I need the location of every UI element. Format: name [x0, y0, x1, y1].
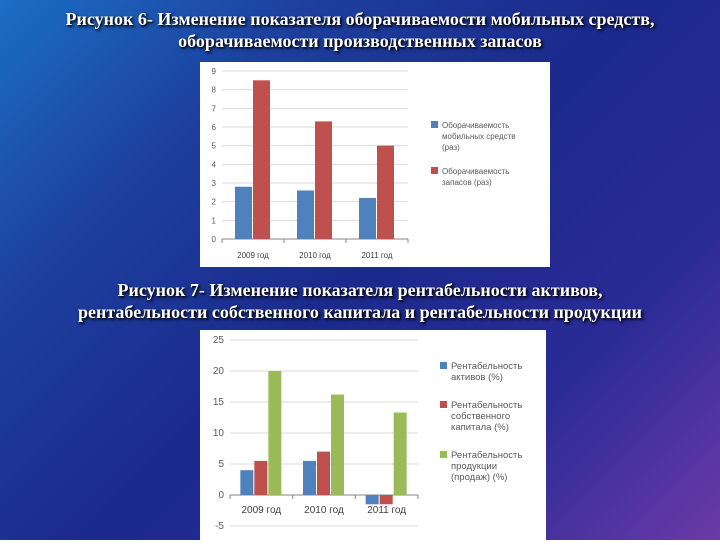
chart1-legend-label: (раз): [442, 143, 460, 152]
chart1-category-label: 2011 год: [361, 251, 392, 260]
figure-6-caption: Рисунок 6- Изменение показателя оборачив…: [65, 9, 655, 51]
chart2-bar: [317, 451, 330, 495]
chart2-bar: [365, 495, 379, 505]
chart2-bar: [379, 495, 393, 505]
chart1-legend-swatch: [431, 121, 438, 128]
chart1-y-tick-label: 0: [212, 235, 217, 244]
chart2-legend-label: Рентабельность: [451, 361, 522, 372]
chart1-bar: [235, 186, 252, 239]
chart2-legend-label: (продаж) (%): [451, 472, 507, 483]
chart2-category-label: 2010 год: [304, 505, 344, 516]
chart1-bar: [377, 145, 394, 239]
chart1-bar: [359, 197, 376, 239]
chart2-y-tick-label: 10: [213, 428, 225, 439]
turnover-chart: 0 1 2 3 4 5 6 7 8 9 2009 год 2010 год 2011 год Оборач…: [212, 67, 516, 260]
chart1-legend-label: Оборачиваемость: [442, 167, 509, 176]
chart2-bar: [303, 460, 316, 495]
chart1-legend-label: мобильных средств: [442, 132, 516, 141]
chart-1-panel: 0 1 2 3 4 5 6 7 8 9 2009 год 2010 год 2011 год Оборач…: [200, 62, 550, 267]
chart2-legend-label: продукции: [451, 461, 497, 472]
chart2-y-tick-label: -5: [215, 521, 224, 532]
chart2-bar: [393, 412, 407, 495]
chart1-y-tick-label: 2: [212, 198, 217, 207]
chart1-category-label: 2010 год: [299, 251, 331, 260]
chart1-legend-label: запасов (раз): [442, 178, 492, 187]
chart2-y-tick-label: 0: [218, 490, 224, 501]
chart1-legend-label: Оборачиваемость: [442, 121, 509, 130]
chart1-y-tick-label: 4: [212, 160, 217, 169]
chart2-y-tick-label: 5: [218, 459, 224, 470]
chart1-y-tick-label: 7: [212, 104, 217, 113]
chart2-bar: [240, 470, 254, 495]
chart2-category-label: 2011 год: [367, 505, 406, 516]
chart2-bar: [254, 460, 268, 495]
chart2-legend-label: активов (%): [451, 372, 503, 383]
chart2-category-label: 2009 год: [242, 505, 282, 516]
chart2-legend-swatch: [440, 362, 447, 369]
chart2-legend-label: Рентабельность: [451, 450, 522, 461]
chart1-y-tick-label: 5: [212, 142, 217, 151]
chart2-y-tick-label: 15: [213, 397, 225, 408]
chart2-legend-label: собственного: [451, 411, 510, 422]
chart-2-panel: -5 0 5 10 15 20 25 2009 год 2010 год 2011 год Рент…: [200, 330, 546, 540]
chart2-legend-swatch: [440, 401, 447, 408]
chart2-legend-label: капитала (%): [451, 422, 509, 433]
chart1-y-tick-label: 1: [212, 216, 217, 225]
chart1-bar: [297, 190, 314, 239]
figure-7-caption: Рисунок 7- Изменение показателя рентабел…: [78, 280, 642, 322]
chart1-category-label: 2009 год: [237, 251, 269, 260]
chart1-y-tick-label: 8: [212, 86, 217, 95]
chart1-y-tick-label: 3: [212, 179, 217, 188]
chart2-legend-swatch: [440, 451, 447, 458]
chart2-bar: [268, 371, 282, 495]
chart1-bar: [315, 121, 332, 239]
chart1-y-tick-label: 6: [212, 123, 217, 132]
chart2-legend-label: Рентабельность: [451, 400, 522, 411]
chart1-legend-swatch: [431, 167, 438, 174]
chart1-y-tick-label: 9: [212, 67, 217, 76]
chart1-bar: [253, 80, 270, 239]
chart2-y-tick-label: 20: [213, 366, 225, 377]
chart2-bar: [331, 394, 344, 495]
chart2-y-tick-label: 25: [213, 335, 225, 346]
profitability-chart: -5 0 5 10 15 20 25 2009 год 2010 год 2011 год Рент…: [213, 335, 523, 532]
